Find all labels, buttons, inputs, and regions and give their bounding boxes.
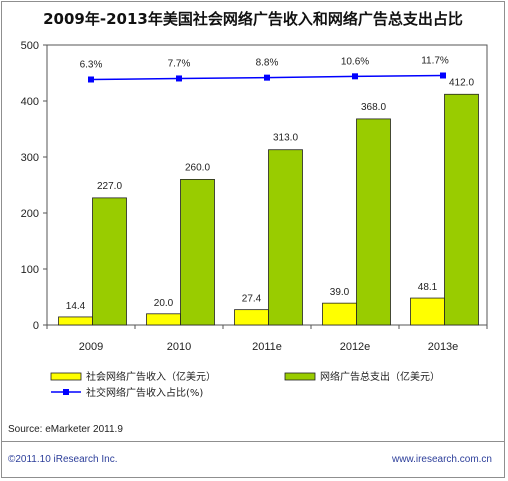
point-social-share <box>264 74 270 81</box>
legend-swatch-social-ad-revenue <box>50 372 82 381</box>
data-label-total-online-ad-spend: 227.0 <box>97 181 122 192</box>
data-label-social-ad-revenue: 48.1 <box>418 282 438 293</box>
x-tick-label: 2010 <box>167 341 191 353</box>
legend-marker-social-share <box>63 389 69 395</box>
data-label-social-share: 7.7% <box>168 58 191 69</box>
data-label-social-share: 10.6% <box>341 56 369 67</box>
bar-total-online-ad-spend <box>92 197 127 326</box>
bar-social-ad-revenue <box>410 297 445 326</box>
point-social-share <box>176 75 182 82</box>
legend-label-social-ad-revenue: 社会网络广告收入（亿美元） <box>86 370 216 383</box>
x-tick-label: 2011e <box>252 341 282 353</box>
y-tick-label: 300 <box>21 152 39 164</box>
website-link[interactable]: www.iresearch.com.cn <box>391 454 492 465</box>
y-tick-label: 0 <box>33 320 39 332</box>
bar-social-ad-revenue <box>322 302 357 326</box>
y-tick-label: 200 <box>21 208 39 220</box>
point-social-share <box>440 72 446 79</box>
legend-label-social-share: 社交网络广告收入占比(%) <box>86 386 203 399</box>
data-label-social-ad-revenue: 39.0 <box>330 287 350 298</box>
y-tick-label: 100 <box>21 264 39 276</box>
point-social-share <box>88 76 94 83</box>
data-label-total-online-ad-spend: 260.0 <box>185 162 210 173</box>
data-label-social-share: 6.3% <box>80 60 103 71</box>
data-label-social-ad-revenue: 27.4 <box>242 294 262 305</box>
chart-bars: 14.4 227.0 20.0 260.0 27.4 313.0 39.0 368.0 48.1… <box>58 77 479 326</box>
x-tick-label: 2009 <box>79 341 103 353</box>
copyright-text: ©2011.10 iResearch Inc. <box>8 454 118 465</box>
legend-label-total-online-ad-spend: 网络广告总支出（亿美元） <box>320 370 440 383</box>
data-label-social-share: 11.7% <box>421 56 449 67</box>
source-note: Source: eMarketer 2011.9 <box>8 424 123 435</box>
chart-legend: 社会网络广告收入（亿美元） 网络广告总支出（亿美元） 社交网络广告收入占比(%) <box>50 370 440 399</box>
data-label-total-online-ad-spend: 368.0 <box>361 102 386 113</box>
legend-swatch-total-online-ad-spend <box>284 372 316 381</box>
chart-line: 6.3% 7.7% 8.8% 10.6% 11.7% <box>80 56 449 83</box>
data-label-social-ad-revenue: 14.4 <box>66 301 86 312</box>
y-tick-label: 400 <box>21 96 39 108</box>
bar-total-online-ad-spend <box>356 118 391 326</box>
bar-social-ad-revenue <box>58 316 93 326</box>
data-label-total-online-ad-spend: 313.0 <box>273 133 298 144</box>
y-tick-label: 500 <box>21 40 39 52</box>
chart-title: 2009年-2013年美国社会网络广告收入和网络广告总支出占比 <box>43 10 463 28</box>
chart-axes: 0 100 200 300 400 500 2009 2010 2011e 2012e 2013e <box>21 40 488 353</box>
bar-social-ad-revenue <box>234 309 269 326</box>
bar-social-ad-revenue <box>146 313 181 326</box>
bar-total-online-ad-spend <box>444 93 479 326</box>
x-tick-label: 2013e <box>428 341 459 353</box>
bar-total-online-ad-spend <box>268 149 303 326</box>
data-label-social-ad-revenue: 20.0 <box>154 298 174 309</box>
data-label-total-online-ad-spend: 412.0 <box>449 77 474 88</box>
data-label-social-share: 8.8% <box>256 58 279 69</box>
x-tick-label: 2012e <box>340 341 371 353</box>
point-social-share <box>352 73 358 80</box>
footer-divider <box>2 441 504 442</box>
bar-total-online-ad-spend <box>180 178 215 326</box>
